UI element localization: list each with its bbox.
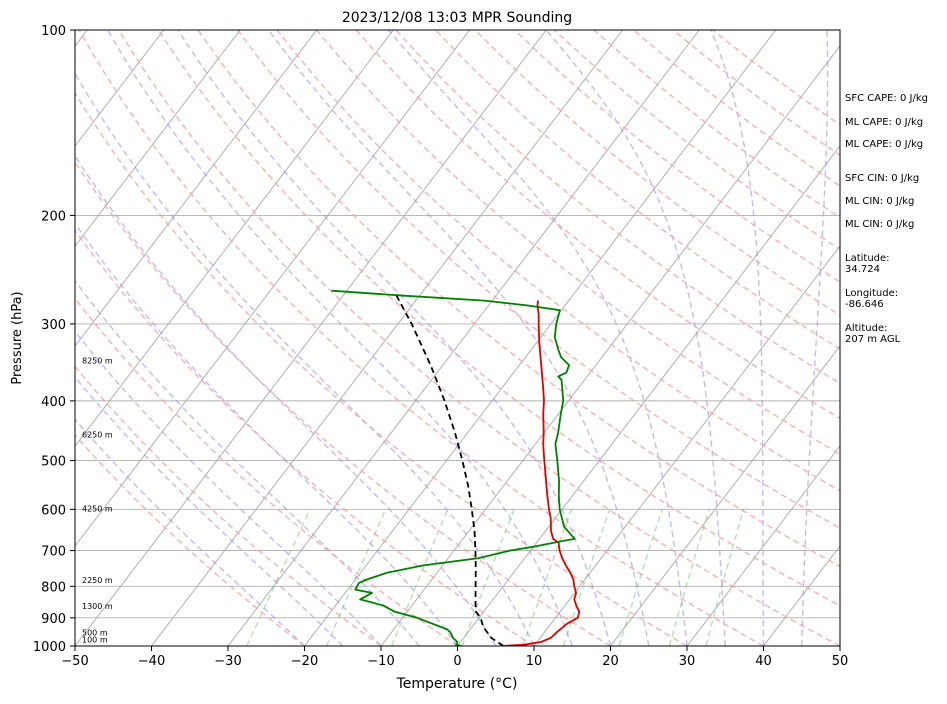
- ml-cape-text-2: ML CAPE: 0 J/kg: [845, 139, 923, 150]
- x-tick-label: 0: [453, 654, 461, 669]
- y-tick-label: 700: [41, 545, 66, 560]
- sfc-cape-text: SFC CAPE: 0 J/kg: [845, 93, 928, 104]
- y-tick-label: 600: [41, 503, 66, 518]
- x-tick-label: 10: [526, 654, 543, 669]
- height-label: 2250 m: [82, 576, 113, 585]
- longitude-text: Longitude: -86.646: [845, 288, 898, 310]
- y-tick-label: 500: [41, 455, 66, 470]
- sfc-cin-text: SFC CIN: 0 J/kg: [845, 173, 919, 184]
- y-tick-label: 100: [41, 24, 66, 39]
- y-tick-label: 900: [41, 612, 66, 627]
- height-label: 8250 m: [82, 356, 113, 365]
- y-tick-label: 800: [41, 580, 66, 595]
- latitude-text: Latitude: 34.724: [845, 253, 890, 275]
- height-label: 1300 m: [82, 602, 113, 611]
- y-tick-label: 300: [41, 318, 66, 333]
- x-tick-label: 20: [602, 654, 619, 669]
- y-tick-label: 200: [41, 209, 66, 224]
- ml-cape-text: ML CAPE: 0 J/kg: [845, 117, 923, 128]
- height-label: 4250 m: [82, 504, 113, 513]
- height-label: 6250 m: [82, 430, 113, 439]
- x-tick-label: 50: [832, 654, 849, 669]
- x-tick-label: −30: [214, 654, 241, 669]
- x-tick-label: −20: [291, 654, 318, 669]
- x-tick-label: −40: [138, 654, 165, 669]
- altitude-text: Altitude: 207 m AGL: [845, 323, 900, 345]
- x-tick-label: −50: [61, 654, 88, 669]
- ml-cin-text: ML CIN: 0 J/kg: [845, 196, 914, 207]
- x-tick-label: −10: [367, 654, 394, 669]
- x-tick-label: 40: [755, 654, 772, 669]
- ml-cin-text-2: ML CIN: 0 J/kg: [845, 219, 914, 230]
- y-tick-label: 400: [41, 395, 66, 410]
- x-tick-label: 30: [679, 654, 696, 669]
- y-tick-label: 1000: [33, 640, 66, 655]
- height-label: 500 m: [82, 629, 108, 638]
- x-axis-label: Temperature (°C): [396, 676, 518, 692]
- chart-title: 2023/12/08 13:03 MPR Sounding: [342, 10, 572, 26]
- y-axis-label: Pressure (hPa): [10, 291, 25, 384]
